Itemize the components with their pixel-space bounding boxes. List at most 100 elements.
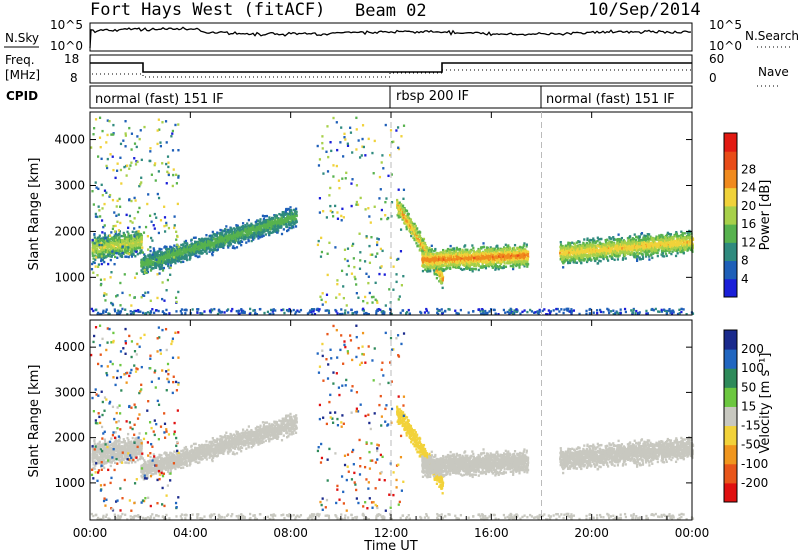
power-echo xyxy=(156,262,159,265)
power-echo xyxy=(203,249,207,253)
power-echo xyxy=(151,267,154,270)
cpid-segment-3: normal (fast) 151 IF xyxy=(546,92,675,107)
power-echo xyxy=(518,266,521,269)
power-echo xyxy=(182,260,185,264)
power-echo xyxy=(166,260,169,264)
power-echo xyxy=(127,248,130,251)
power-echo xyxy=(138,251,141,255)
power-echo xyxy=(259,236,262,239)
power-echo xyxy=(130,237,134,240)
power-echo xyxy=(134,231,137,234)
power-echo xyxy=(177,255,180,259)
power-echo xyxy=(194,248,197,252)
power-echo xyxy=(164,251,167,254)
power-echo xyxy=(111,238,115,242)
power-echo xyxy=(108,250,111,253)
cpid-panel xyxy=(89,85,693,109)
nave-trace xyxy=(92,69,692,78)
power-echo xyxy=(140,265,143,268)
power-echo xyxy=(202,248,205,251)
power-echo xyxy=(94,258,97,261)
power-echo xyxy=(116,245,119,249)
power-echo xyxy=(209,247,212,251)
power-echo xyxy=(195,249,199,252)
power-echo xyxy=(102,249,105,252)
power-echo xyxy=(586,237,589,240)
power-echo xyxy=(93,246,96,249)
power-echo xyxy=(146,270,150,274)
power-echo xyxy=(205,242,209,245)
power-echo xyxy=(174,256,177,259)
power-echo xyxy=(103,237,106,240)
power-echo xyxy=(511,261,514,264)
power-echo xyxy=(147,261,150,265)
power-echo xyxy=(415,242,418,245)
power-echo xyxy=(190,242,193,246)
freq-tick-top: 18 xyxy=(64,52,79,66)
power-echo xyxy=(138,232,141,236)
power-echo xyxy=(163,251,166,255)
power-echo xyxy=(195,250,198,253)
power-echo xyxy=(179,257,183,260)
power-echo xyxy=(137,242,140,246)
power-echo xyxy=(160,248,163,251)
power-echo xyxy=(118,236,121,239)
power-echo xyxy=(205,252,208,255)
power-echo xyxy=(197,247,200,250)
power-echo xyxy=(103,254,106,258)
power-echo xyxy=(125,236,128,239)
power-echo xyxy=(441,274,444,278)
power-echo xyxy=(585,241,588,245)
power-echo xyxy=(170,248,173,252)
power-echo xyxy=(125,246,128,249)
power-echo xyxy=(504,265,508,269)
power-echo xyxy=(428,255,431,259)
power-echo xyxy=(522,244,525,247)
power-echo xyxy=(262,234,265,237)
power-echo xyxy=(150,267,153,271)
power-echo xyxy=(446,247,450,251)
power-echo xyxy=(193,245,197,248)
power-echo xyxy=(599,242,602,245)
power-echo xyxy=(165,256,168,259)
power-echo xyxy=(579,258,582,262)
power-echo xyxy=(266,228,270,232)
power-echo xyxy=(139,251,143,254)
power-echo xyxy=(428,246,431,250)
power-echo xyxy=(134,238,137,241)
power-echo xyxy=(526,250,530,253)
power-echo xyxy=(109,241,113,245)
power-echo xyxy=(268,233,271,236)
power-echo xyxy=(142,260,145,264)
power-echo xyxy=(140,258,143,262)
power-echo xyxy=(286,225,289,229)
power-echo xyxy=(166,250,169,253)
power-echo xyxy=(186,248,190,252)
power-echo xyxy=(290,209,293,212)
power-echo xyxy=(164,253,168,256)
power-echo xyxy=(183,254,186,257)
power-echo xyxy=(118,252,121,256)
power-echo xyxy=(109,237,113,241)
power-echo xyxy=(526,257,529,260)
power-echo xyxy=(559,240,562,244)
power-echo xyxy=(484,266,488,270)
power-echo xyxy=(612,238,616,241)
power-echo xyxy=(181,253,184,256)
power-echo xyxy=(91,245,95,249)
power-echo xyxy=(257,219,260,223)
station-title: Fort Hays West (fitACF) xyxy=(90,0,325,20)
power-echo xyxy=(202,239,206,243)
power-echo xyxy=(212,249,215,252)
power-echo xyxy=(179,251,182,254)
power-echo xyxy=(464,244,467,247)
power-echo xyxy=(602,257,605,261)
power-echo xyxy=(496,244,499,248)
power-echo xyxy=(172,260,175,263)
power-echo xyxy=(142,256,146,260)
power-echo xyxy=(115,242,118,245)
power-echo xyxy=(144,255,147,258)
power-echo xyxy=(155,266,158,269)
power-echo xyxy=(594,241,597,245)
